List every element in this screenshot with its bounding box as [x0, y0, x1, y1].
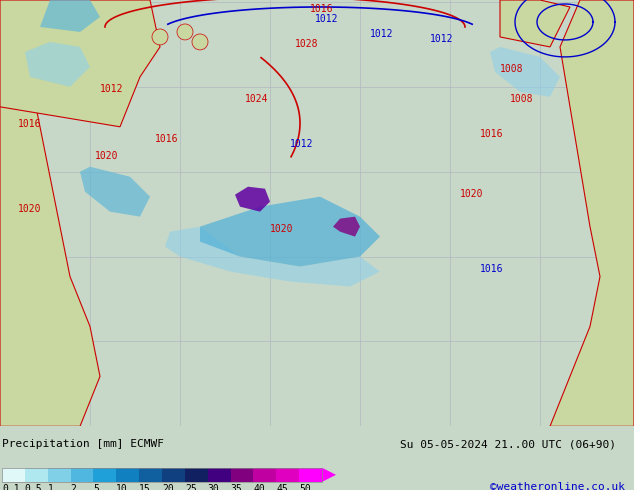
Bar	[2, 468, 322, 482]
Text: 1016: 1016	[18, 119, 41, 129]
Text: 1012: 1012	[315, 14, 339, 24]
Bar	[299, 468, 322, 482]
Text: 10: 10	[116, 484, 128, 490]
Polygon shape	[0, 0, 100, 426]
Text: 0.5: 0.5	[25, 484, 42, 490]
Text: 20: 20	[162, 484, 174, 490]
Text: 5: 5	[93, 484, 100, 490]
Text: 1028: 1028	[295, 39, 318, 49]
Polygon shape	[550, 0, 634, 426]
Circle shape	[152, 29, 168, 45]
Polygon shape	[80, 167, 150, 217]
Polygon shape	[333, 217, 360, 237]
Text: 1016: 1016	[310, 4, 333, 14]
Circle shape	[192, 34, 208, 50]
Text: 45: 45	[276, 484, 288, 490]
Polygon shape	[200, 196, 380, 267]
Text: 1012: 1012	[290, 139, 313, 149]
Text: ©weatheronline.co.uk: ©weatheronline.co.uk	[490, 482, 625, 490]
Text: 1008: 1008	[510, 94, 533, 104]
Polygon shape	[500, 0, 570, 47]
Text: 0.1: 0.1	[2, 484, 20, 490]
Circle shape	[177, 24, 193, 40]
Text: Su 05-05-2024 21..00 UTC (06+90): Su 05-05-2024 21..00 UTC (06+90)	[400, 440, 616, 449]
Text: 1024: 1024	[245, 94, 269, 104]
Text: 15: 15	[139, 484, 151, 490]
Bar	[139, 468, 162, 482]
Polygon shape	[25, 42, 90, 87]
Text: 30: 30	[208, 484, 219, 490]
Bar	[231, 468, 254, 482]
Bar	[162, 468, 185, 482]
Text: Precipitation [mm] ECMWF: Precipitation [mm] ECMWF	[2, 440, 164, 449]
Text: 25: 25	[185, 484, 197, 490]
Text: 50: 50	[299, 484, 311, 490]
Polygon shape	[0, 0, 160, 127]
Bar	[116, 468, 139, 482]
Text: 35: 35	[231, 484, 242, 490]
Text: 1020: 1020	[270, 223, 294, 234]
Text: 1020: 1020	[18, 204, 41, 214]
Text: 1020: 1020	[460, 189, 484, 198]
Bar	[185, 468, 208, 482]
Bar	[276, 468, 299, 482]
Bar	[48, 468, 70, 482]
Text: 1020: 1020	[95, 151, 119, 161]
Text: 1016: 1016	[480, 129, 503, 139]
Text: 1016: 1016	[155, 134, 179, 144]
Polygon shape	[165, 227, 380, 287]
Bar	[2, 468, 25, 482]
Polygon shape	[322, 468, 336, 482]
Text: 1008: 1008	[500, 64, 524, 74]
Polygon shape	[235, 187, 270, 212]
Text: 1012: 1012	[430, 34, 453, 44]
Text: 1016: 1016	[480, 264, 503, 273]
Text: 40: 40	[254, 484, 265, 490]
Polygon shape	[490, 47, 560, 97]
Text: 1012: 1012	[100, 84, 124, 94]
Text: 2: 2	[70, 484, 77, 490]
Text: 1: 1	[48, 484, 54, 490]
Bar	[70, 468, 93, 482]
Text: 1012: 1012	[370, 29, 394, 39]
Bar	[254, 468, 276, 482]
Bar	[25, 468, 48, 482]
Bar	[208, 468, 231, 482]
Bar	[93, 468, 116, 482]
Polygon shape	[40, 0, 100, 32]
